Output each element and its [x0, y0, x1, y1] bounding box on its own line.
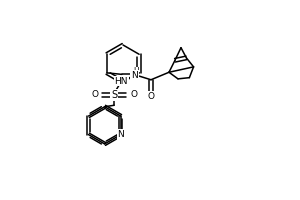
Text: S: S: [111, 90, 117, 100]
Text: O: O: [130, 90, 137, 99]
Text: N: N: [117, 130, 124, 139]
Text: HN: HN: [114, 77, 128, 86]
Text: H: H: [133, 67, 139, 76]
Text: N: N: [131, 71, 138, 80]
Text: O: O: [148, 92, 154, 101]
Text: O: O: [91, 90, 98, 99]
